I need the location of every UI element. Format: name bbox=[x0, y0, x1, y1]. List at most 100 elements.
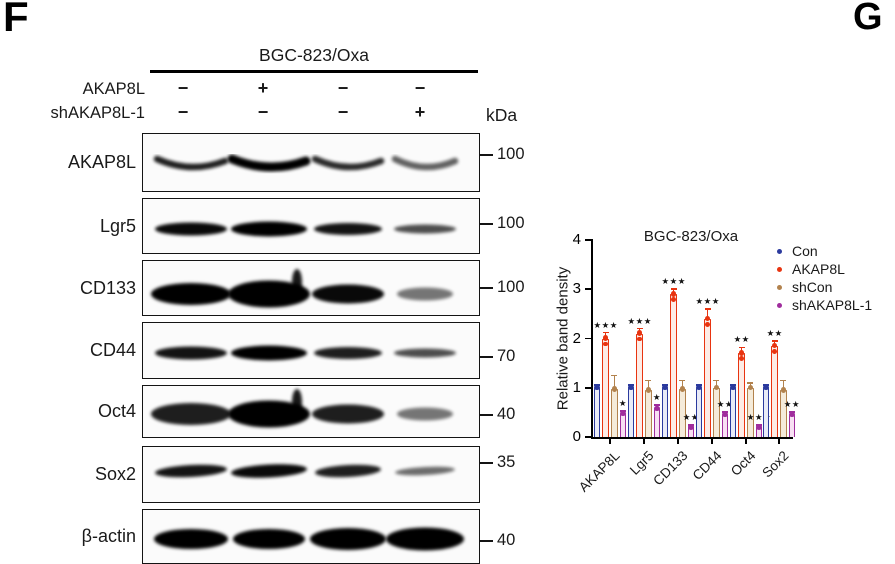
blot-protein-label: CD133 bbox=[0, 260, 136, 316]
y-tick-label: 2 bbox=[572, 329, 581, 347]
significance-stars: ★★★ bbox=[661, 276, 686, 287]
blot-protein-label-text: AKAP8L bbox=[67, 152, 136, 172]
blot-band-lane-1 bbox=[155, 346, 227, 360]
data-point-dot bbox=[730, 384, 736, 391]
blot-protein-label: Lgr5 bbox=[0, 198, 136, 254]
data-point-dot bbox=[704, 315, 711, 322]
y-tick-mark bbox=[584, 436, 591, 438]
y-tick-label: 1 bbox=[572, 378, 581, 396]
blot-band-lane-4 bbox=[397, 287, 453, 301]
error-bar-cap bbox=[713, 379, 720, 382]
data-point-dot bbox=[654, 405, 660, 412]
legend-dot bbox=[777, 249, 782, 254]
lane-4-symbol: − bbox=[414, 78, 426, 98]
blot-band-artifact bbox=[292, 269, 302, 295]
lane-2-symbol: − bbox=[257, 102, 269, 122]
legend-item-con: Con bbox=[777, 243, 818, 259]
mw-label: 100 bbox=[497, 145, 525, 163]
data-point-dot bbox=[780, 387, 787, 393]
lane-1-symbol: − bbox=[177, 78, 189, 98]
blot-band-lane-3 bbox=[315, 464, 381, 478]
error-bar-cap bbox=[636, 327, 643, 330]
bar-con-cd44 bbox=[695, 387, 703, 437]
error-bar bbox=[647, 380, 650, 391]
blot-band-lane-2 bbox=[231, 464, 307, 478]
data-point-dot bbox=[688, 423, 694, 430]
mw-label: 100 bbox=[497, 278, 525, 296]
data-point-dot bbox=[679, 386, 686, 392]
kda-column-header: kDa bbox=[486, 105, 518, 125]
blot-panel-sox2 bbox=[142, 446, 480, 503]
blot-title-underline bbox=[150, 70, 478, 73]
error-bar-cap bbox=[704, 308, 711, 310]
x-tick-mark bbox=[609, 439, 611, 444]
data-point-dot bbox=[594, 384, 600, 391]
error-bar-cap bbox=[780, 379, 787, 382]
blot-protein-label-text: β-actin bbox=[81, 526, 136, 546]
mw-tick bbox=[480, 287, 493, 289]
blot-bands-image bbox=[151, 389, 453, 428]
significance-stars: ★★★ bbox=[746, 412, 772, 423]
blot-panel-cd44 bbox=[142, 322, 480, 379]
blot-bands-image bbox=[153, 154, 459, 172]
significance-stars: ★★ bbox=[733, 334, 750, 345]
error-bar bbox=[782, 380, 785, 391]
y-tick-label: 0 bbox=[572, 428, 581, 445]
blot-cell-line-title: BGC-823/Oxa bbox=[259, 45, 369, 65]
data-point-dot bbox=[602, 335, 609, 341]
mw-tick bbox=[480, 356, 493, 358]
legend-dot bbox=[777, 303, 782, 308]
blot-protein-label: Sox2 bbox=[0, 446, 136, 503]
x-tick-mark bbox=[778, 439, 780, 444]
mw-label: 40 bbox=[497, 405, 516, 423]
significance-stars: ★★★ bbox=[627, 315, 652, 326]
blot-protein-label-text: Sox2 bbox=[94, 464, 136, 484]
blot-band-lane-2 bbox=[233, 529, 305, 549]
blot-bands-image bbox=[151, 269, 453, 308]
condition-label-akap8l: AKAP8L bbox=[82, 80, 145, 98]
blot-band-lane-2 bbox=[228, 280, 310, 308]
data-point-dot bbox=[747, 384, 754, 391]
data-point-dot bbox=[603, 341, 609, 347]
blot-band-lane-3 bbox=[312, 284, 384, 304]
data-point-dot bbox=[620, 410, 626, 417]
significance-stars: ★ bbox=[652, 391, 661, 402]
bar-akap8l-sox2 bbox=[771, 345, 779, 437]
lane-3-symbol: − bbox=[337, 78, 349, 98]
data-point-dot bbox=[789, 411, 795, 418]
blot-band-lane-3 bbox=[312, 404, 384, 424]
bar-con-sox2 bbox=[762, 387, 770, 437]
significance-stars: ★★★ bbox=[695, 295, 720, 306]
bar-con-lgr5 bbox=[627, 387, 635, 437]
blot-bands-image bbox=[155, 345, 456, 361]
x-tick-mark bbox=[711, 439, 713, 444]
data-point-dot bbox=[637, 336, 643, 342]
mw-label: 100 bbox=[497, 214, 525, 232]
band-density-bar-chart: BGC-823/Oxa Relative band density 0 1 2 3 4 ★… bbox=[545, 222, 895, 542]
bar-shakap8l-1-akap8l bbox=[619, 413, 627, 437]
blot-band-lane-3 bbox=[310, 528, 386, 550]
blot-protein-label-text: Oct4 bbox=[97, 401, 136, 421]
data-point-dot bbox=[722, 411, 728, 418]
blot-band-lane-2 bbox=[227, 154, 311, 172]
error-bar-cap bbox=[738, 346, 745, 349]
legend-label: shCon bbox=[792, 279, 833, 295]
blot-panel-actin bbox=[142, 509, 480, 564]
x-tick-mark bbox=[745, 439, 747, 444]
blot-band-lane-3 bbox=[314, 347, 382, 359]
blot-band-artifact bbox=[292, 389, 302, 415]
y-tick-mark bbox=[584, 239, 591, 241]
data-point-dot bbox=[645, 387, 652, 393]
blot-protein-label-text: CD44 bbox=[89, 340, 136, 360]
data-point-dot bbox=[772, 348, 778, 354]
lane-2-symbol: + bbox=[257, 78, 269, 98]
error-bar bbox=[706, 308, 709, 319]
lane-3-symbol: − bbox=[337, 102, 349, 122]
y-tick-label: 4 bbox=[572, 231, 581, 248]
significance-stars: ★★ bbox=[682, 412, 700, 423]
y-tick-mark bbox=[584, 337, 591, 340]
blot-band-lane-1 bbox=[155, 464, 227, 478]
error-bar-cap bbox=[645, 379, 652, 382]
error-bar-cap bbox=[771, 340, 778, 342]
